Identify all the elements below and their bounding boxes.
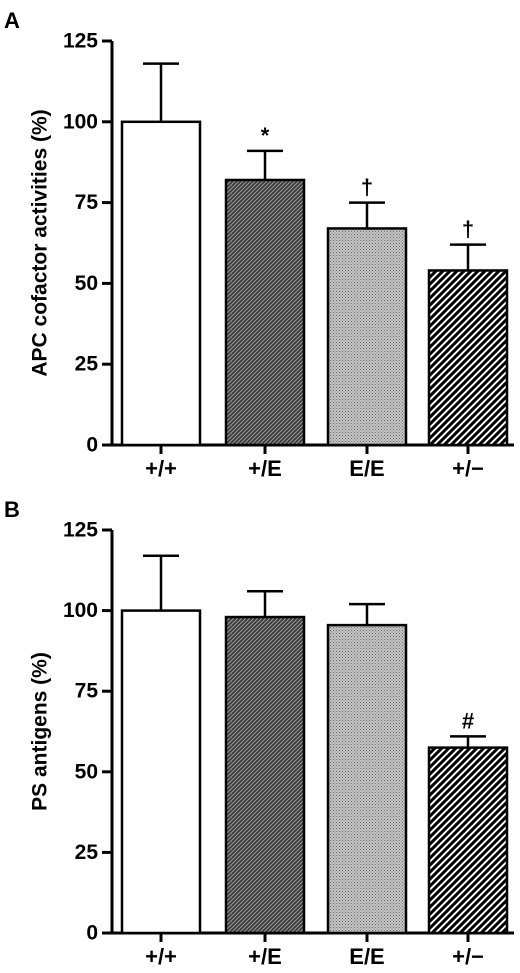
bar — [326, 623, 408, 935]
bar — [326, 227, 408, 447]
significance-mark: # — [462, 708, 474, 733]
y-tick-label: 125 — [63, 30, 98, 53]
panel-label: B — [4, 497, 20, 522]
bar — [224, 178, 306, 447]
significance-mark: * — [261, 123, 270, 148]
y-tick-label: 75 — [75, 680, 99, 703]
y-tick-label: 75 — [75, 191, 99, 214]
chart-panel-a: A 0 25 50 75 100 125 APC cofactor activities (%… — [4, 8, 514, 481]
y-tick-label: 0 — [86, 434, 98, 457]
x-tick-label: E/E — [349, 456, 384, 481]
y-tick-label: 25 — [75, 841, 99, 864]
bar — [224, 615, 306, 935]
x-tick-label: +/+ — [145, 456, 177, 481]
y-tick-label: 0 — [86, 922, 98, 945]
x-tick-label: E/E — [349, 944, 384, 969]
x-tick-label: +/E — [248, 456, 282, 481]
panel-label: A — [4, 8, 20, 33]
bar — [427, 746, 509, 935]
y-tick-label: 100 — [63, 110, 98, 133]
x-tick-label: +/E — [248, 944, 282, 969]
y-tick-label: 50 — [75, 760, 98, 783]
y-tick-label: 50 — [75, 272, 98, 295]
significance-mark: † — [361, 175, 373, 200]
bar — [120, 609, 202, 935]
x-tick-label: +/+ — [145, 944, 177, 969]
y-axis-label: APC cofactor activities (%) — [29, 109, 52, 376]
bar — [120, 120, 202, 447]
significance-mark: † — [462, 217, 474, 242]
y-tick-label: 25 — [75, 353, 99, 376]
x-tick-label: +/− — [452, 944, 484, 969]
y-tick-label: 125 — [63, 519, 98, 542]
x-tick-label: +/− — [452, 456, 484, 481]
chart-panel-b: B 0 25 50 75 100 125 PS antigens (%) +/+ +/E E/E # +… — [4, 497, 514, 969]
y-axis-label: PS antigens (%) — [29, 652, 52, 811]
y-tick-label: 100 — [63, 599, 98, 622]
bar — [427, 269, 509, 447]
